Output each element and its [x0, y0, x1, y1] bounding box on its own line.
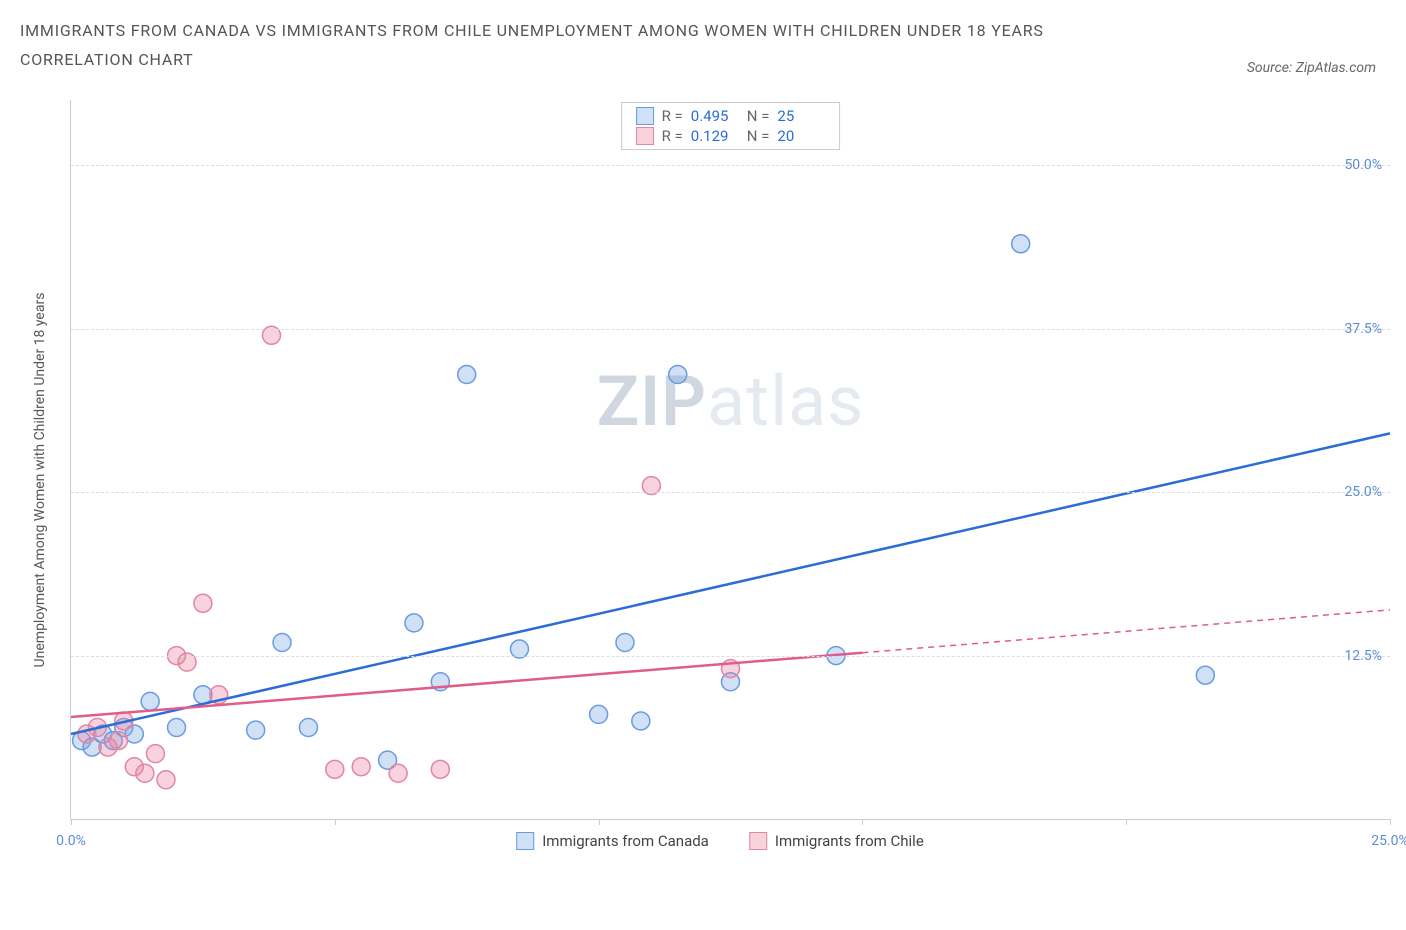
x-tick: [1390, 819, 1391, 825]
data-point-canada: [273, 634, 291, 652]
data-point-chile: [431, 760, 449, 778]
data-point-canada: [299, 718, 317, 736]
source-attribution: Source: ZipAtlas.com: [1247, 60, 1376, 76]
legend-label: Immigrants from Canada: [542, 832, 709, 850]
y-tick-label: 37.5%: [1344, 321, 1382, 337]
y-axis-label: Unemployment Among Women with Children U…: [32, 293, 48, 668]
legend-item-canada: Immigrants from Canada: [516, 832, 709, 850]
data-point-chile: [109, 732, 127, 750]
y-tick-label: 25.0%: [1344, 484, 1382, 500]
gridline-horizontal: [71, 656, 1390, 657]
bottom-legend: Immigrants from Canada Immigrants from Ch…: [516, 832, 924, 850]
x-tick: [335, 819, 336, 825]
plot-area: ZIPatlas R =0.495N =25R =0.129N =20 12.5…: [70, 100, 1390, 820]
data-point-chile: [146, 745, 164, 763]
gridline-horizontal: [71, 165, 1390, 166]
data-point-chile: [389, 764, 407, 782]
data-point-canada: [616, 634, 634, 652]
x-tick: [862, 819, 863, 825]
y-tick-label: 50.0%: [1344, 157, 1382, 173]
gridline-horizontal: [71, 492, 1390, 493]
legend-label: Immigrants from Chile: [775, 832, 924, 850]
data-point-canada: [168, 718, 186, 736]
legend-item-chile: Immigrants from Chile: [749, 832, 924, 850]
data-point-chile: [136, 764, 154, 782]
swatch-chile-icon: [749, 832, 767, 850]
swatch-canada-icon: [516, 832, 534, 850]
trendline-extrapolated-chile: [862, 610, 1390, 653]
data-point-chile: [352, 758, 370, 776]
data-point-canada: [632, 712, 650, 730]
data-point-chile: [194, 594, 212, 612]
data-point-chile: [157, 771, 175, 789]
data-point-canada: [247, 721, 265, 739]
data-point-canada: [141, 692, 159, 710]
x-tick: [71, 819, 72, 825]
x-tick-label: 25.0%: [1371, 833, 1406, 849]
chart-subtitle: CORRELATION CHART: [20, 50, 1386, 69]
data-point-canada: [590, 705, 608, 723]
data-point-canada: [1012, 235, 1030, 253]
data-point-chile: [326, 760, 344, 778]
data-point-canada: [669, 366, 687, 384]
x-tick: [1126, 819, 1127, 825]
x-tick-label: 0.0%: [56, 833, 86, 849]
y-tick-label: 12.5%: [1344, 648, 1382, 664]
chart-title: IMMIGRANTS FROM CANADA VS IMMIGRANTS FRO…: [20, 18, 1386, 44]
x-tick: [599, 819, 600, 825]
chart-container: Unemployment Among Women with Children U…: [50, 100, 1390, 860]
gridline-horizontal: [71, 329, 1390, 330]
data-point-canada: [1196, 666, 1214, 684]
data-point-canada: [458, 366, 476, 384]
scatter-plot: [71, 100, 1390, 819]
data-point-canada: [405, 614, 423, 632]
